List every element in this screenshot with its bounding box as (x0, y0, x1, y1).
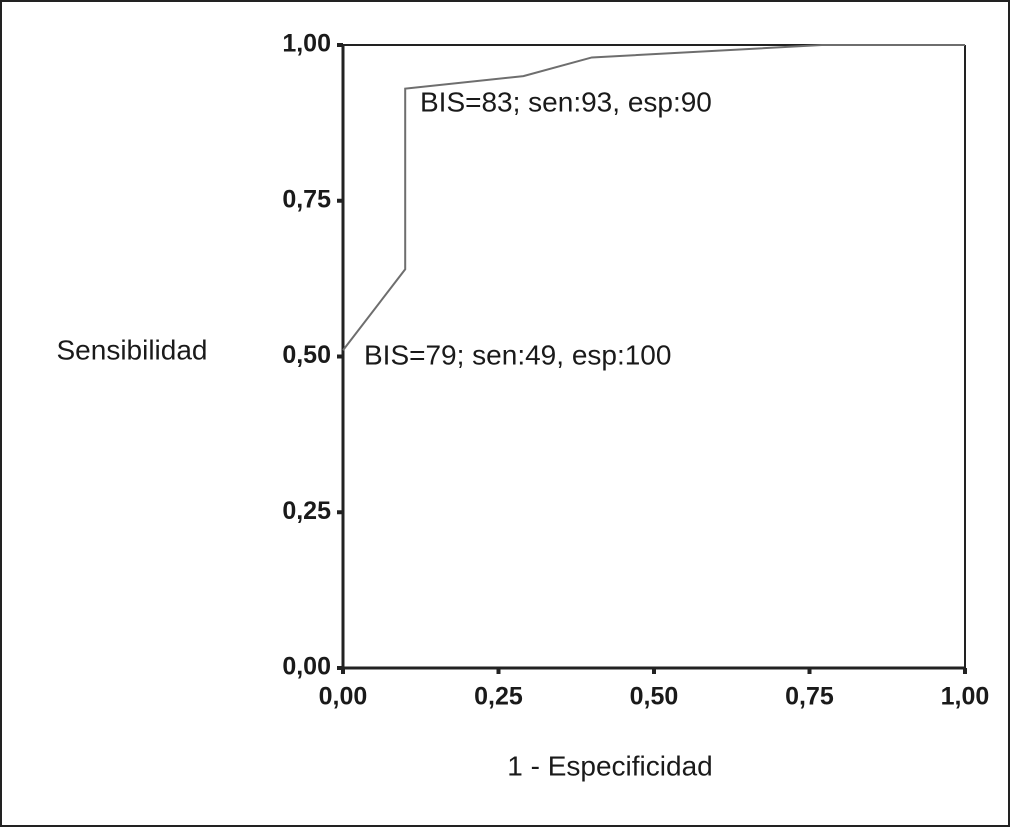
x-tick-label: 0,75 (785, 683, 834, 711)
y-tick-label: 0,00 (282, 653, 331, 681)
y-axis-label: Sensibilidad (57, 334, 208, 365)
y-tick-label: 0,50 (282, 341, 331, 369)
roc-curve (342, 44, 965, 351)
annotation: BIS=79; sen:49, esp:100 (364, 339, 671, 370)
x-tick-label: 0,25 (474, 683, 523, 711)
y-tick-label: 0,25 (282, 497, 331, 525)
y-tick-label: 1,00 (282, 30, 331, 58)
x-tick-label: 1,00 (941, 683, 990, 711)
y-tick-label: 0,75 (282, 185, 331, 213)
x-axis-label: 1 - Especificidad (507, 750, 712, 781)
x-tick-label: 0,00 (319, 683, 368, 711)
x-tick-label: 0,50 (630, 683, 679, 711)
annotation: BIS=83; sen:93, esp:90 (420, 86, 712, 117)
